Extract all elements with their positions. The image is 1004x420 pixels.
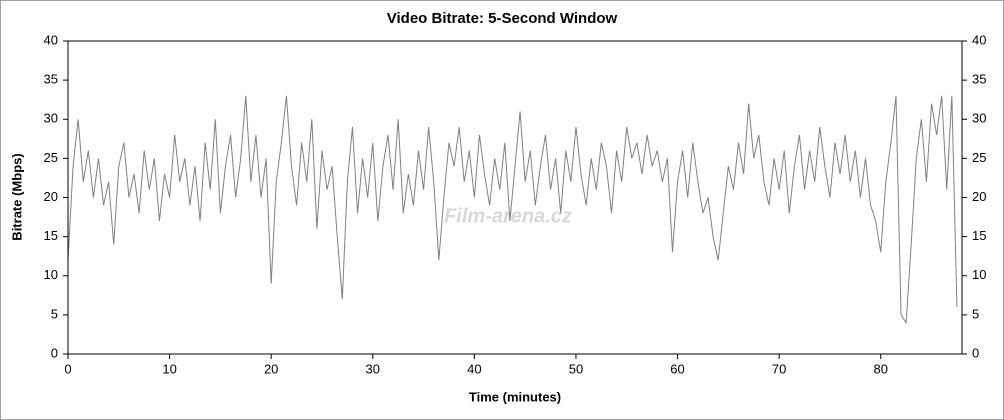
y2-tick-label: 20 xyxy=(972,189,986,204)
x-tick-label: 20 xyxy=(264,361,278,376)
y-tick-label: 15 xyxy=(44,228,58,243)
x-axis-label: Time (minutes) xyxy=(469,389,561,404)
plot-area-border xyxy=(67,40,963,355)
y2-tick-label: 5 xyxy=(972,306,979,321)
y-tick-label: 10 xyxy=(44,267,58,282)
x-tick-label: 80 xyxy=(873,361,887,376)
y-tick-label: 35 xyxy=(44,72,58,87)
x-tick-label: 30 xyxy=(366,361,380,376)
y-tick-label: 30 xyxy=(44,111,58,126)
y-tick-label: 40 xyxy=(44,32,58,47)
y2-tick-label: 30 xyxy=(972,111,986,126)
y2-tick-label: 10 xyxy=(972,267,986,282)
chart-title: Video Bitrate: 5-Second Window xyxy=(387,10,618,27)
y2-tick-label: 40 xyxy=(972,32,986,47)
watermark: Film-arena.cz xyxy=(444,205,572,227)
y2-tick-label: 25 xyxy=(972,150,986,165)
y-axis-label: Bitrate (Mbps) xyxy=(9,153,24,240)
bitrate-line xyxy=(67,95,958,325)
y2-tick-label: 0 xyxy=(972,345,979,360)
y2-tick-label: 15 xyxy=(972,228,986,243)
x-tick-label: 50 xyxy=(569,361,583,376)
y2-tick-label: 35 xyxy=(972,72,986,87)
y-tick-label: 5 xyxy=(51,306,58,321)
y-tick-label: 0 xyxy=(51,345,58,360)
x-tick-label: 0 xyxy=(64,361,71,376)
x-tick-label: 70 xyxy=(772,361,786,376)
y-tick-label: 20 xyxy=(44,189,58,204)
y-tick-label: 25 xyxy=(44,150,58,165)
x-tick-label: 40 xyxy=(467,361,481,376)
x-tick-label: 60 xyxy=(670,361,684,376)
x-tick-label: 10 xyxy=(162,361,176,376)
